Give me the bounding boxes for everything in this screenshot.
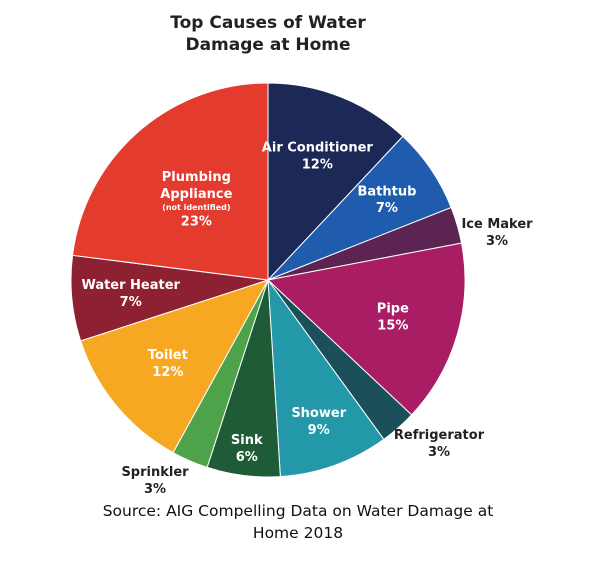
source-note: Source: AIG Compelling Data on Water Dam…	[0, 500, 596, 544]
slice-value-plumbing-appliance: 23%	[181, 214, 212, 229]
slice-value-bathtub: 7%	[376, 201, 398, 216]
slice-label-toilet: Toilet	[148, 348, 188, 363]
pie-slice-plumbing-appliance	[71, 82, 269, 281]
slice-value-ice-maker: 3%	[486, 234, 508, 249]
pie-slice-pipe	[266, 242, 466, 416]
chart-title-line-2: Damage at Home	[185, 35, 351, 55]
slice-value-pipe: 15%	[377, 318, 408, 333]
pie-slice-shower	[267, 278, 385, 478]
slice-value-water-heater: 7%	[120, 295, 142, 310]
slice-value-air-conditioner: 12%	[302, 157, 333, 172]
chart-title-line-1: Top Causes of Water	[170, 13, 366, 33]
slice-label-water-heater: Water Heater	[81, 278, 180, 293]
slice-label-shower: Shower	[291, 406, 346, 421]
pie-slice-air-conditioner	[267, 82, 404, 282]
slice-label-air-conditioner: Air Conditioner	[262, 141, 374, 156]
chart-title: Top Causes of Water Damage at Home	[0, 12, 536, 56]
slice-value-sprinkler: 3%	[144, 482, 166, 497]
slice-label-sprinkler: Sprinkler	[121, 465, 189, 480]
slice-label-refrigerator: Refrigerator	[394, 428, 485, 443]
source-line-2: Home 2018	[252, 524, 344, 542]
slice-sublabel-plumbing-appliance: (not identified)	[162, 203, 230, 212]
slice-label-pipe: Pipe	[377, 301, 409, 316]
slice-label-ice-maker: Ice Maker	[461, 217, 533, 232]
slice-value-toilet: 12%	[152, 365, 183, 380]
slice-label-plumbing-appliance-part-1: Appliance	[160, 187, 232, 202]
slice-value-sink: 6%	[236, 450, 258, 465]
slice-value-refrigerator: 3%	[428, 445, 450, 460]
pie-slice-toilet	[80, 279, 270, 454]
pie-slices	[70, 82, 466, 478]
slice-label-plumbing-appliance-part-0: Plumbing	[162, 170, 231, 185]
source-line-1: Source: AIG Compelling Data on Water Dam…	[102, 502, 494, 520]
slice-value-shower: 9%	[308, 423, 330, 438]
slice-label-sink: Sink	[231, 433, 263, 448]
slice-label-bathtub: Bathtub	[357, 184, 416, 199]
